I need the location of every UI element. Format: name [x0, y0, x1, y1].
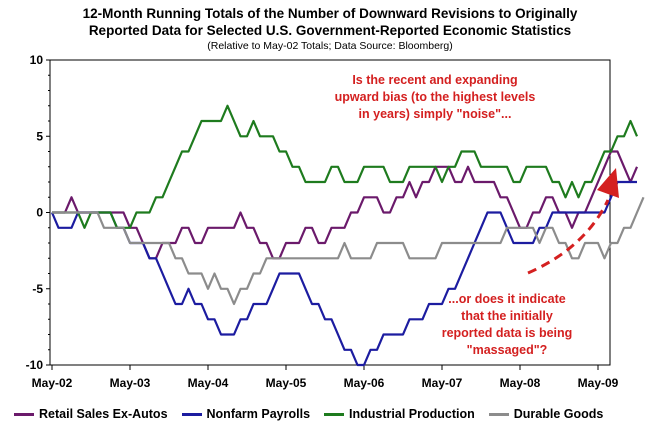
annotation-noise-line: in years) simply "noise"... — [358, 107, 512, 121]
y-tick-label: -10 — [26, 358, 44, 372]
chart-title-line-2: Reported Data for Selected U.S. Governme… — [88, 23, 572, 38]
annotation-massaged-line: reported data is being — [441, 326, 573, 340]
legend-swatch — [324, 412, 345, 416]
legend-label: Durable Goods — [513, 407, 604, 421]
legend-label: Nonfarm Payrolls — [206, 407, 311, 421]
y-tick-label: -5 — [32, 282, 43, 296]
annotation-noise: Is the recent and expanding upward bias … — [300, 72, 570, 123]
annotation-noise-line: Is the recent and expanding — [352, 73, 518, 87]
chart-subtitle: (Relative to May-02 Totals; Data Source:… — [207, 40, 453, 52]
x-tick-label: May-09 — [578, 376, 619, 390]
series-industrial-production — [52, 104, 639, 229]
legend-item-durable-goods: Durable Goods — [488, 407, 604, 421]
chart-title-line-1: 12-Month Running Totals of the Number of… — [82, 6, 578, 21]
x-tick-label: May-02 — [32, 376, 73, 390]
x-tick-label: May-04 — [188, 376, 229, 390]
annotation-noise-line: upward bias (to the highest levels — [334, 90, 536, 104]
x-tick-label: May-05 — [266, 376, 307, 390]
annotation-massaged: ...or does it indicate that the initiall… — [432, 291, 582, 359]
legend-swatch — [488, 412, 509, 416]
legend-item-industrial-production: Industrial Production — [324, 407, 475, 421]
x-tick-label: May-08 — [500, 376, 541, 390]
legend-item-nonfarm-payrolls: Nonfarm Payrolls — [181, 407, 311, 421]
x-tick-label: May-03 — [110, 376, 151, 390]
y-tick-label: 0 — [36, 206, 43, 220]
upward-trend-arrowhead — [597, 168, 619, 198]
series-layer — [50, 104, 645, 367]
x-axis: May-02 May-03 May-04 May-05 May-06 May-07 May-… — [32, 365, 619, 390]
legend: Retail Sales Ex-Autos Nonfarm Payrolls I… — [14, 405, 654, 423]
legend-label: Industrial Production — [349, 407, 475, 421]
legend-label: Retail Sales Ex-Autos — [39, 407, 168, 421]
series-durable-goods — [52, 196, 645, 306]
annotation-massaged-line: ...or does it indicate — [448, 292, 566, 306]
y-tick-label: 10 — [30, 53, 44, 67]
legend-item-retail-sales: Retail Sales Ex-Autos — [14, 407, 168, 421]
series-nonfarm-payrolls — [50, 180, 637, 367]
y-tick-label: 5 — [36, 129, 43, 143]
x-tick-label: May-06 — [344, 376, 385, 390]
annotation-massaged-line: that the initially — [461, 309, 553, 323]
legend-swatch — [14, 412, 34, 416]
legend-swatch — [181, 412, 202, 416]
y-axis: 10 5 0 -5 -10 — [26, 53, 50, 372]
x-tick-label: May-07 — [422, 376, 463, 390]
annotation-massaged-line: "massaged"? — [466, 343, 548, 357]
